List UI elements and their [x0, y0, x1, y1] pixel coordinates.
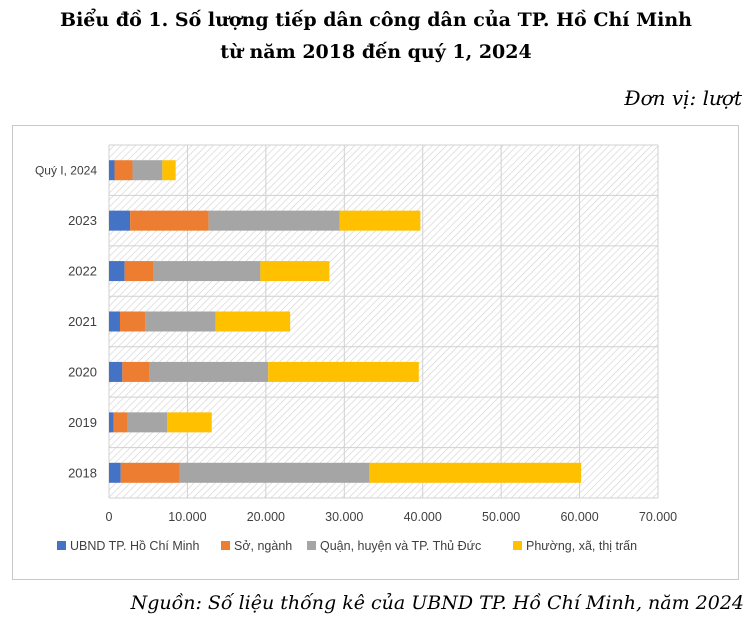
legend-label: Quận, huyện và TP. Thủ Đức — [320, 539, 481, 553]
x-tick-label: 20.000 — [247, 510, 285, 524]
bar-segment — [149, 361, 269, 382]
bar-segment — [130, 210, 209, 231]
y-category-label: Quý I, 2024 — [35, 164, 97, 178]
bar-segment — [109, 210, 131, 231]
bar-segment — [109, 462, 121, 483]
x-tick-label: 70.000 — [639, 510, 677, 524]
y-category-label: 2023 — [68, 213, 97, 228]
bar-segment — [369, 462, 582, 483]
bar-segment — [109, 412, 114, 433]
x-tick-label: 0 — [106, 510, 113, 524]
bar-segment — [114, 160, 133, 181]
stacked-bar-chart: 0 10.000 20.000 30.000 40.000 50.000 60.000 70.… — [35, 144, 677, 553]
bar-segment — [109, 311, 120, 332]
bar-segment — [124, 261, 154, 282]
bar-segment — [127, 412, 168, 433]
bar-segment — [120, 462, 180, 483]
legend-swatch — [57, 541, 66, 550]
bar-segment — [113, 412, 128, 433]
x-tick-label: 60.000 — [560, 510, 598, 524]
bar-segment — [167, 412, 212, 433]
legend-swatch — [513, 541, 522, 550]
bar-segment — [268, 361, 419, 382]
bar-segment — [109, 361, 123, 382]
y-category-label: 2020 — [68, 364, 97, 379]
bar-segment — [109, 261, 125, 282]
bar-segment — [119, 311, 146, 332]
legend-label: Phường, xã, thị trấn — [526, 539, 637, 553]
source-note: Nguồn: Số liệu thống kê của UBND TP. Hồ … — [130, 592, 744, 614]
bar-segment — [145, 311, 216, 332]
bar-segment — [109, 160, 115, 181]
x-tick-label: 30.000 — [325, 510, 363, 524]
legend-label: Sở, ngành — [234, 539, 292, 553]
x-tick-label: 10.000 — [168, 510, 206, 524]
y-category-label: 2021 — [68, 314, 97, 329]
y-category-label: 2018 — [68, 465, 97, 480]
bar-segment — [179, 462, 370, 483]
bar-segment — [132, 160, 163, 181]
x-tick-label: 50.000 — [482, 510, 520, 524]
chart-title-line2: từ năm 2018 đến quý 1, 2024 — [220, 41, 532, 63]
bar-segment — [162, 160, 176, 181]
bar-segment — [260, 261, 330, 282]
y-category-label: 2022 — [68, 264, 97, 279]
chart-frame: 0 10.000 20.000 30.000 40.000 50.000 60.000 70.… — [12, 125, 739, 580]
bar-segment — [215, 311, 291, 332]
x-tick-label: 40.000 — [404, 510, 442, 524]
legend-label: UBND TP. Hồ Chí Minh — [70, 539, 199, 553]
legend-swatch — [307, 541, 316, 550]
chart-title-line1: Biểu đồ 1. Số lượng tiếp dân công dân củ… — [60, 9, 692, 31]
legend-swatch — [221, 541, 230, 550]
bar-segment — [208, 210, 340, 231]
bar-segment — [122, 361, 150, 382]
bar-segment — [153, 261, 261, 282]
bar-segment — [339, 210, 421, 231]
y-category-label: 2019 — [68, 415, 97, 430]
unit-label: Đơn vị: lượt — [624, 86, 742, 110]
